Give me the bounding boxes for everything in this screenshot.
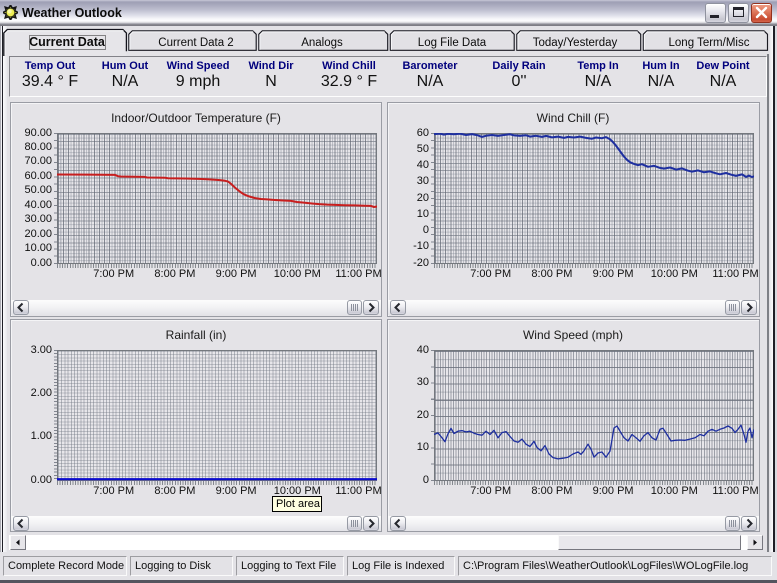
svg-text:Current Data: Current Data (29, 35, 106, 49)
svg-text:Today/Yesterday: Today/Yesterday (533, 37, 618, 49)
svg-text:Log File Data: Log File Data (418, 37, 487, 49)
svg-text:Analogs: Analogs (301, 37, 343, 49)
svg-text:Current Data 2: Current Data 2 (158, 37, 233, 49)
svg-text:Long Term/Misc: Long Term/Misc (669, 37, 750, 49)
